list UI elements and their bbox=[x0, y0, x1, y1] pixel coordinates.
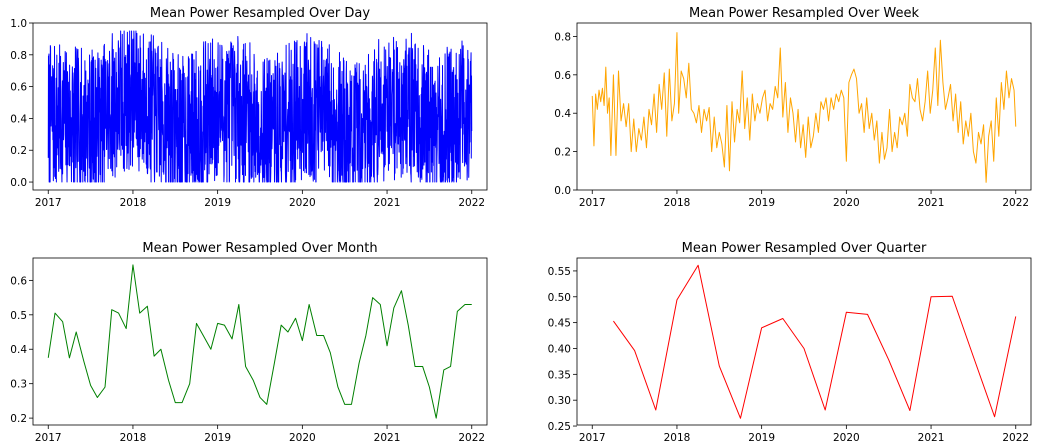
chart-title: Mean Power Resampled Over Day bbox=[150, 6, 370, 21]
y-tick-label: 0.45 bbox=[548, 318, 571, 330]
x-tick-label: 2018 bbox=[664, 432, 691, 444]
x-tick-label: 2019 bbox=[748, 197, 775, 209]
y-tick-label: 0.8 bbox=[10, 50, 27, 62]
x-tick-label: 2018 bbox=[120, 432, 147, 444]
x-tick-label: 2017 bbox=[579, 197, 606, 209]
y-tick-label: 0.2 bbox=[554, 147, 571, 159]
y-tick-label: 0.55 bbox=[548, 266, 571, 278]
axes-frame bbox=[32, 22, 488, 191]
x-tick-label: 2017 bbox=[579, 432, 606, 444]
x-tick-label: 2022 bbox=[458, 432, 485, 444]
x-tick-label: 2021 bbox=[374, 197, 401, 209]
y-tick-label: 0.0 bbox=[10, 177, 27, 189]
y-tick-label: 0.2 bbox=[10, 413, 27, 425]
x-tick-label: 2018 bbox=[120, 197, 147, 209]
series-line bbox=[47, 30, 473, 183]
x-tick-label: 2020 bbox=[289, 197, 316, 209]
y-tick-label: 0.8 bbox=[554, 31, 571, 43]
chart-panel-0: Mean Power Resampled Over Day 2017 2018 201… bbox=[10, 6, 488, 209]
series-line bbox=[47, 264, 472, 419]
x-tick-label: 2022 bbox=[1002, 197, 1029, 209]
x-tick-label: 2022 bbox=[1002, 432, 1029, 444]
y-tick-label: 0.6 bbox=[10, 275, 27, 287]
chart-panel-1: Mean Power Resampled Over Week 2017 2018 20… bbox=[554, 6, 1032, 209]
x-tick-label: 2022 bbox=[458, 197, 485, 209]
x-tick-label: 2019 bbox=[748, 432, 775, 444]
y-tick-label: 0.5 bbox=[10, 310, 27, 322]
y-tick-label: 0.25 bbox=[548, 421, 571, 433]
chart-title: Mean Power Resampled Over Week bbox=[689, 6, 920, 21]
chart-panel-3: Mean Power Resampled Over Quarter 2017 201… bbox=[548, 241, 1032, 444]
chart-title: Mean Power Resampled Over Month bbox=[142, 241, 377, 256]
x-tick-label: 2017 bbox=[35, 432, 62, 444]
y-tick-label: 1.0 bbox=[10, 18, 27, 30]
x-tick-label: 2021 bbox=[918, 197, 945, 209]
y-tick-label: 0.35 bbox=[548, 369, 571, 381]
axes-frame bbox=[576, 257, 1032, 426]
y-tick-label: 0.4 bbox=[554, 108, 571, 120]
x-tick-label: 2020 bbox=[289, 432, 316, 444]
x-tick-label: 2020 bbox=[833, 432, 860, 444]
series-line bbox=[591, 32, 1017, 183]
x-tick-label: 2018 bbox=[664, 197, 691, 209]
y-tick-label: 0.0 bbox=[554, 185, 571, 197]
y-tick-label: 0.2 bbox=[10, 145, 27, 157]
y-tick-label: 0.30 bbox=[548, 395, 571, 407]
y-tick-label: 0.3 bbox=[10, 379, 27, 391]
y-tick-label: 0.6 bbox=[10, 82, 27, 94]
chart-title: Mean Power Resampled Over Quarter bbox=[682, 241, 927, 256]
series-line bbox=[613, 264, 1017, 419]
chart-panel-2: Mean Power Resampled Over Month 2017 2018 2… bbox=[10, 241, 488, 444]
x-tick-label: 2020 bbox=[833, 197, 860, 209]
y-tick-label: 0.4 bbox=[10, 344, 27, 356]
y-tick-label: 0.6 bbox=[554, 70, 571, 82]
x-tick-label: 2019 bbox=[204, 432, 231, 444]
x-tick-label: 2019 bbox=[204, 197, 231, 209]
y-tick-label: 0.40 bbox=[548, 343, 571, 355]
y-tick-label: 0.50 bbox=[548, 292, 571, 304]
axes-frame bbox=[32, 257, 488, 426]
x-tick-label: 2021 bbox=[918, 432, 945, 444]
axes-frame bbox=[576, 22, 1032, 191]
x-tick-label: 2021 bbox=[374, 432, 401, 444]
x-tick-label: 2017 bbox=[35, 197, 62, 209]
y-tick-label: 0.4 bbox=[10, 113, 27, 125]
